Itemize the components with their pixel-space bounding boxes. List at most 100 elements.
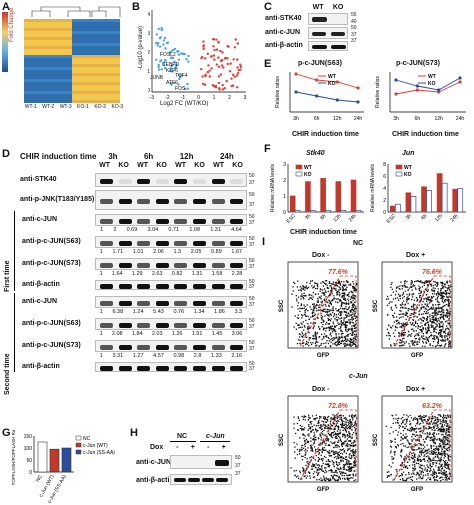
event-dot <box>440 421 442 423</box>
d-quant-value: 3.31 <box>112 353 124 359</box>
event-dot <box>315 454 317 457</box>
event-dot <box>418 442 420 445</box>
event-dot <box>318 345 320 347</box>
event-dot <box>316 471 318 473</box>
event-dot <box>397 331 400 334</box>
event-dot <box>313 305 315 307</box>
event-dot <box>421 335 423 337</box>
event-dot <box>428 425 430 428</box>
event-dot <box>416 343 418 345</box>
event-dot <box>421 416 423 418</box>
event-dot <box>443 314 445 316</box>
event-dot <box>393 321 395 323</box>
event-dot <box>411 445 413 447</box>
h-group-cjun: c-Jun <box>206 433 225 440</box>
event-dot <box>422 416 424 418</box>
event-dot <box>438 326 441 329</box>
event-dot <box>441 306 443 309</box>
event-dot <box>313 418 316 420</box>
event-dot <box>432 295 435 298</box>
event-dot <box>413 459 416 461</box>
event-dot <box>399 339 401 341</box>
event-dot <box>310 446 312 449</box>
event-dot <box>326 340 328 342</box>
event-dot <box>346 449 349 452</box>
event-dot <box>335 437 337 439</box>
event-dot <box>437 417 439 419</box>
heatmap-cell <box>88 88 104 91</box>
event-dot <box>321 325 323 328</box>
event-dot <box>337 456 339 459</box>
event-dot <box>407 296 409 298</box>
blot-band <box>211 283 225 289</box>
event-dot <box>423 318 426 320</box>
event-dot <box>417 415 420 417</box>
event-dot <box>345 461 348 463</box>
heatmap-cell <box>40 91 56 94</box>
event-dot <box>387 475 389 477</box>
event-dot <box>330 282 333 285</box>
event-dot <box>431 433 434 435</box>
event-dot <box>346 458 348 461</box>
event-dot <box>437 337 439 339</box>
event-dot <box>434 447 437 450</box>
event-dot <box>410 423 412 425</box>
d-blot <box>95 214 247 226</box>
event-dot <box>418 474 420 477</box>
event-dot <box>332 414 334 416</box>
event-dot <box>444 330 446 332</box>
event-dot <box>448 342 450 344</box>
event-dot <box>344 434 346 436</box>
event-dot <box>325 280 328 282</box>
event-dot <box>321 433 324 435</box>
event-dot <box>398 417 400 420</box>
event-dot <box>344 436 346 439</box>
event-dot <box>324 425 327 427</box>
event-dot <box>438 433 440 435</box>
event-dot <box>347 339 349 341</box>
event-dot <box>339 323 341 325</box>
event-dot <box>400 451 402 453</box>
event-dot <box>294 446 296 448</box>
event-dot <box>354 450 356 453</box>
event-dot <box>323 336 325 338</box>
event-dot <box>444 451 446 453</box>
event-dot <box>404 479 406 482</box>
event-dot <box>401 341 403 343</box>
event-dot <box>321 316 324 318</box>
event-dot <box>396 471 398 473</box>
event-dot <box>424 449 426 451</box>
event-dot <box>346 344 348 346</box>
event-dot <box>344 342 346 344</box>
event-dot <box>441 465 443 467</box>
event-dot <box>331 337 333 340</box>
event-dot <box>303 427 306 429</box>
gate-line <box>299 275 341 347</box>
event-dot <box>337 479 339 481</box>
volcano-point-down <box>171 48 174 52</box>
heatmap-cell <box>104 25 120 28</box>
event-dot <box>353 290 355 292</box>
event-dot <box>441 292 443 294</box>
event-dot <box>299 427 302 430</box>
event-dot <box>344 303 347 305</box>
event-dot <box>436 293 438 295</box>
event-dot <box>432 472 434 475</box>
event-dot <box>419 422 422 425</box>
event-dot <box>339 418 341 420</box>
heatmap-cell <box>104 43 120 46</box>
event-dot <box>316 431 318 433</box>
event-dot <box>352 281 354 283</box>
event-dot <box>434 415 436 418</box>
x-tick: 24h <box>348 213 358 223</box>
event-dot <box>338 451 341 453</box>
d-bracket <box>14 211 15 291</box>
event-dot <box>333 456 336 459</box>
event-dot <box>399 297 401 300</box>
volcano-point-up <box>200 57 203 60</box>
event-dot <box>311 303 314 305</box>
blot-band <box>211 240 225 246</box>
event-dot <box>329 479 332 482</box>
event-dot <box>409 423 411 426</box>
event-dot <box>341 445 343 448</box>
